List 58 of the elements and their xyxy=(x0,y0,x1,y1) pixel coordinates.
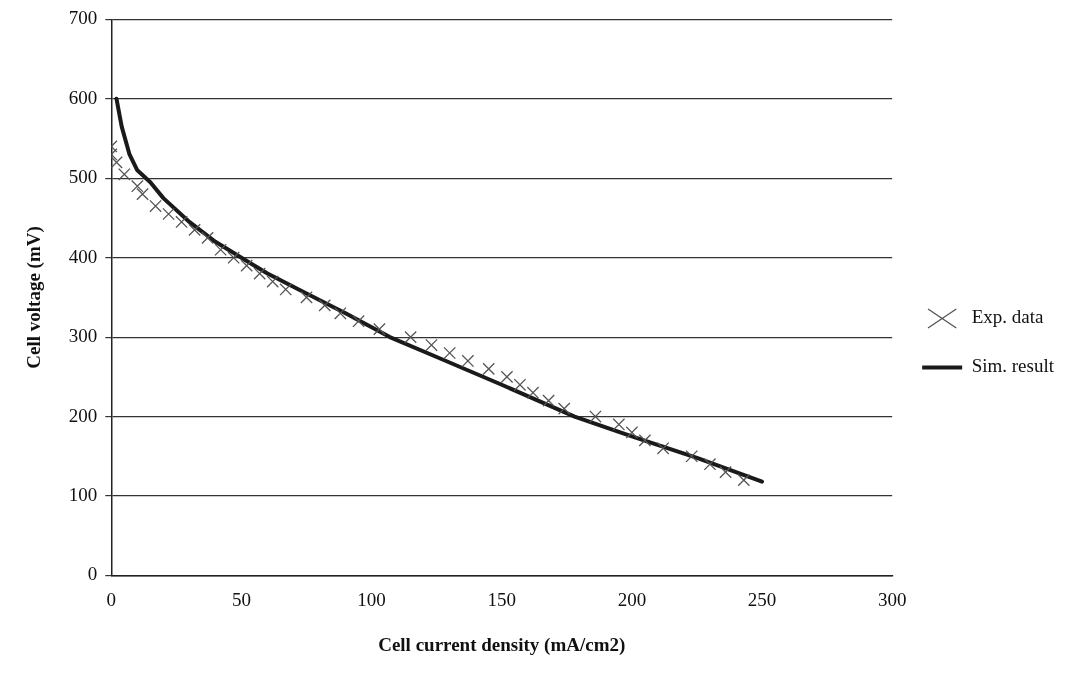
legend-label: Sim. result xyxy=(971,355,1055,377)
x-tick-label: 100 xyxy=(357,588,386,610)
x-tick-label: 150 xyxy=(487,588,516,610)
point xyxy=(638,434,652,447)
point xyxy=(253,267,266,280)
y-tick-label: 700 xyxy=(68,7,98,29)
point xyxy=(352,314,365,328)
point xyxy=(318,299,332,312)
y-tick-label: 300 xyxy=(68,325,98,347)
point xyxy=(482,362,496,376)
point xyxy=(500,370,514,384)
y-tick-label: 400 xyxy=(68,245,98,267)
y-tick-label: 600 xyxy=(68,86,98,108)
point xyxy=(188,223,201,237)
point xyxy=(557,402,571,415)
point xyxy=(542,394,555,407)
point xyxy=(118,167,131,181)
x-tick-label: 300 xyxy=(877,588,907,610)
point xyxy=(201,231,214,245)
point xyxy=(612,418,626,431)
point xyxy=(136,187,149,201)
point xyxy=(513,378,527,392)
y-tick-label: 500 xyxy=(68,166,98,188)
point xyxy=(162,207,175,221)
point xyxy=(719,465,732,479)
point xyxy=(685,449,699,463)
point xyxy=(737,473,751,487)
point xyxy=(300,291,313,304)
point xyxy=(334,306,347,320)
point xyxy=(425,338,438,352)
x-tick-label: 50 xyxy=(231,588,251,610)
point xyxy=(279,283,292,296)
point xyxy=(443,346,456,360)
y-tick-label: 100 xyxy=(68,483,98,505)
x-tick-label: 250 xyxy=(747,588,777,610)
point xyxy=(526,386,540,400)
point xyxy=(589,410,602,423)
x-tick-label: 0 xyxy=(106,588,117,610)
y-axis-title: Cell voltage (mV) xyxy=(23,226,46,369)
point xyxy=(373,322,386,336)
point xyxy=(240,259,253,272)
point xyxy=(149,199,162,213)
point xyxy=(656,442,670,455)
legend-label: Exp. data xyxy=(971,306,1044,328)
x-axis-title: Cell current density (mA/cm2) xyxy=(378,633,626,656)
point xyxy=(625,426,639,439)
point xyxy=(131,179,144,193)
point xyxy=(175,215,188,229)
x-tick-label: 200 xyxy=(617,588,647,610)
y-tick-label: 0 xyxy=(87,563,98,585)
point xyxy=(111,156,123,169)
point xyxy=(703,457,717,471)
point xyxy=(266,275,279,288)
y-tick-label: 200 xyxy=(68,404,98,426)
point xyxy=(461,354,475,368)
point xyxy=(214,243,227,257)
point xyxy=(404,330,417,344)
point xyxy=(227,251,240,264)
